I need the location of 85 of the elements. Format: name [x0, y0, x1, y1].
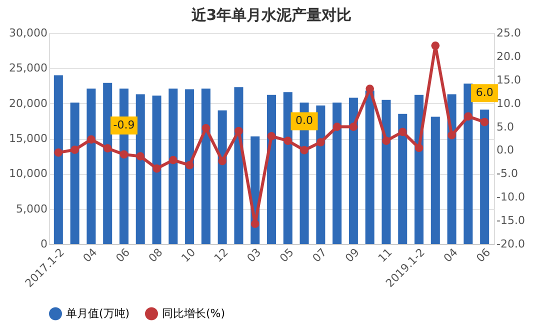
data-label: 0.0 [296, 114, 314, 128]
bar [54, 75, 63, 244]
point [234, 126, 243, 136]
y2-tick-label: 0.0 [496, 144, 514, 157]
y2-tick-label: -10.0 [496, 190, 525, 204]
bar [136, 94, 145, 244]
y-tick-label: 30,000 [9, 26, 48, 40]
bar [234, 87, 244, 244]
x-tick-label: 05 [277, 246, 296, 265]
bar [266, 94, 276, 244]
bar [348, 98, 358, 244]
bar [480, 110, 490, 244]
point [70, 146, 79, 154]
y-tick-label: 20,000 [9, 96, 48, 110]
point [120, 150, 128, 159]
x-tick-label: 06 [474, 246, 494, 265]
bar [70, 102, 80, 244]
point [103, 144, 112, 153]
point [414, 144, 424, 152]
point [202, 124, 210, 132]
bar [185, 89, 194, 244]
point [267, 132, 276, 140]
bar [414, 94, 424, 244]
y-tick-label: 15,000 [9, 132, 48, 145]
x-tick-label: 04 [441, 246, 460, 265]
bar [398, 114, 408, 244]
point [480, 118, 489, 126]
point [284, 136, 292, 146]
x-tick-label: 10 [178, 246, 198, 265]
data-label: 6.0 [476, 86, 494, 100]
y2-tick-label: 5.0 [496, 120, 514, 134]
point [382, 136, 390, 146]
point [250, 220, 260, 228]
bar [447, 94, 456, 244]
bar [430, 116, 440, 244]
bar [168, 88, 178, 244]
x-tick-label: 12 [212, 246, 231, 265]
x-tick-label: 04 [80, 246, 100, 265]
y2-tick-label: 15.0 [496, 73, 521, 86]
point [398, 128, 407, 136]
y2-tick-label: 20.0 [496, 50, 521, 63]
y-tick-label: 25,000 [9, 62, 48, 75]
x-tick-label: 03 [244, 246, 264, 265]
point [185, 161, 194, 170]
point [136, 152, 145, 160]
point [300, 146, 308, 154]
x-tick-label: 09 [342, 246, 362, 265]
point [349, 122, 358, 131]
x-tick-label: 06 [113, 246, 132, 265]
chart-title: 近3年单月水泥产量对比 [190, 6, 352, 24]
bar [283, 92, 292, 244]
x-tick-label: 08 [146, 246, 166, 265]
y2-tick-label: 25.0 [496, 26, 521, 40]
y2-tick-label: -15.0 [496, 214, 525, 228]
bar [218, 110, 227, 244]
point [152, 164, 161, 173]
legend-label: 单月值(万吨) [66, 306, 130, 320]
y-tick-label: 5,000 [16, 202, 48, 216]
data-label: -0.9 [113, 118, 135, 132]
y2-tick-label: 10.0 [496, 96, 521, 110]
bar [103, 82, 112, 244]
x-tick-label: 07 [310, 246, 330, 265]
legend-label: 同比增长(%) [162, 306, 226, 320]
bar [464, 84, 473, 244]
point [87, 135, 96, 144]
point [464, 112, 472, 121]
bar [201, 88, 210, 244]
y-tick-label: 0 [40, 238, 48, 250]
bar [316, 105, 326, 244]
bar [365, 90, 374, 244]
point [366, 84, 374, 93]
y-tick-label: 10,000 [9, 167, 48, 180]
point [431, 41, 440, 50]
point [316, 138, 325, 146]
point [218, 156, 227, 166]
y2-tick-label: -5.0 [496, 167, 518, 180]
bar [86, 88, 96, 244]
bar [382, 100, 391, 244]
bar [152, 96, 162, 244]
point [54, 148, 63, 157]
point [448, 131, 456, 140]
point [332, 122, 342, 131]
bar [332, 102, 342, 244]
y2-tick-label: -20.0 [496, 238, 525, 250]
point [168, 156, 178, 164]
